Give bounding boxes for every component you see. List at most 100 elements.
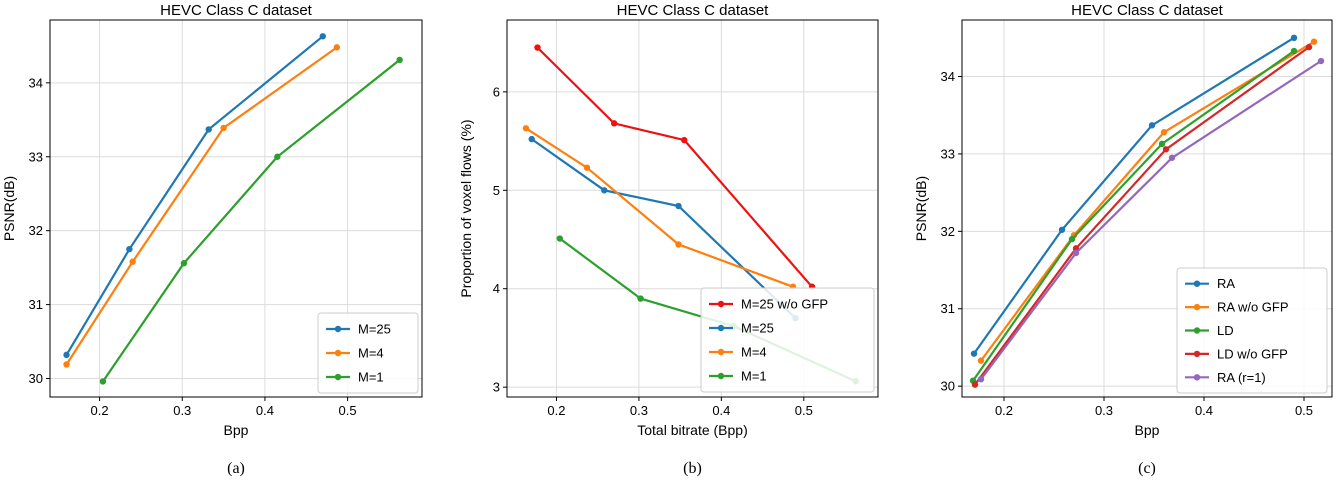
data-point <box>675 202 682 210</box>
data-point <box>1162 146 1170 153</box>
data-point <box>99 378 107 385</box>
x-axis-label: Total bitrate (Bpp) <box>637 422 748 438</box>
y-tick-label: 4 <box>493 281 500 296</box>
x-tick-label: 0.3 <box>630 403 648 418</box>
data-point <box>556 235 563 242</box>
legend: M=25 M=4 M=1 <box>317 312 419 394</box>
legend-label: M=1 <box>741 369 767 384</box>
series-1-1 <box>63 33 326 359</box>
data-point <box>971 381 979 388</box>
x-tick-label: 0.4 <box>256 403 274 418</box>
data-point <box>977 375 985 383</box>
chart-title: HEVC Class C dataset <box>160 2 313 19</box>
data-point <box>637 295 644 302</box>
data-point <box>970 350 978 357</box>
legend-swatch-marker <box>1193 350 1201 358</box>
series-3-2 <box>977 38 1318 364</box>
data-point <box>274 153 281 160</box>
data-point <box>1148 122 1156 129</box>
y-tick-label: 34 <box>29 75 43 90</box>
series-line <box>101 59 401 383</box>
series-line <box>536 46 813 288</box>
x-tick-label: 0.2 <box>995 403 1013 418</box>
plot-frame <box>961 19 1333 398</box>
y-tick-label: 31 <box>941 301 955 316</box>
legend-item: RA w/o GFP <box>1185 300 1289 315</box>
data-point <box>126 245 133 253</box>
data-point <box>1058 226 1066 233</box>
x-tick-label: 0.5 <box>795 403 813 418</box>
x-axis-label: Bpp <box>224 422 249 438</box>
chart-panel-3: 0.2 0.3 0.4 0.5 30 31 32 33 34 HEVC Class C datas… <box>913 2 1333 477</box>
legend: RA RA w/o GFP LD LD w/o GFP RA (r=1) <box>1176 267 1328 394</box>
plot-frame <box>49 19 423 398</box>
y-tick-label: 5 <box>493 183 500 198</box>
y-tick-label: 33 <box>29 149 43 164</box>
data-point <box>1168 154 1176 161</box>
data-point <box>528 135 535 143</box>
series-line <box>972 50 1295 382</box>
series-line <box>65 35 324 356</box>
legend-swatch-marker <box>717 348 725 356</box>
x-axis-label: Bpp <box>1135 422 1160 438</box>
legend-swatch-marker <box>1193 374 1201 381</box>
data-point <box>675 241 682 248</box>
y-axis-label: PSNR(dB) <box>1 176 17 241</box>
series-line <box>980 60 1322 380</box>
series-line <box>65 46 338 366</box>
legend-item: M=4 <box>326 346 384 361</box>
data-point <box>1158 140 1166 148</box>
data-point <box>601 187 608 194</box>
data-point <box>1305 43 1313 51</box>
x-tick-label: 0.5 <box>339 403 357 418</box>
legend-item: RA (r=1) <box>1185 370 1266 385</box>
data-point <box>1310 38 1318 45</box>
series-line <box>525 127 794 288</box>
data-point <box>1072 249 1080 257</box>
legend-swatch-marker <box>717 372 725 380</box>
legend: M=25 w/o GFP M=25 M=4 M=1 <box>700 287 875 393</box>
data-point <box>396 56 403 64</box>
data-point <box>129 258 136 265</box>
legend-item: LD <box>1185 323 1234 338</box>
data-point <box>522 125 530 132</box>
series-line <box>531 138 797 320</box>
series-line <box>980 40 1315 362</box>
data-point <box>63 351 70 359</box>
legend-swatch-marker <box>334 349 342 357</box>
panel-caption: (a) <box>227 460 245 477</box>
y-tick-label: 30 <box>29 371 43 386</box>
series-line <box>973 36 1295 355</box>
legend-label: LD <box>1217 323 1234 338</box>
legend-item: M=1 <box>709 369 767 384</box>
data-point <box>610 120 618 127</box>
legend-label: LD w/o GFP <box>1217 346 1288 361</box>
plot-frame <box>506 19 879 398</box>
data-point <box>583 164 591 171</box>
data-point <box>534 44 541 51</box>
y-tick-label: 33 <box>941 146 955 161</box>
legend-label: RA <box>1217 276 1235 291</box>
data-point <box>681 136 688 144</box>
series-3-5 <box>977 57 1325 383</box>
legend-item: RA <box>1185 276 1235 291</box>
legend-swatch-marker <box>1193 327 1201 334</box>
data-point <box>1317 57 1325 65</box>
data-point <box>63 361 70 368</box>
legend-label: M=25 w/o GFP <box>741 297 828 312</box>
legend-swatch-marker <box>1193 303 1201 311</box>
legend-item: M=4 <box>709 345 767 360</box>
panel-caption: (b) <box>683 460 702 477</box>
series-2-3 <box>522 125 797 290</box>
legend-label: M=1 <box>358 370 384 385</box>
y-tick-label: 3 <box>493 380 500 395</box>
data-point <box>333 44 341 51</box>
y-tick-label: 6 <box>493 84 500 99</box>
x-tick-label: 0.3 <box>173 403 191 418</box>
panel-caption: (c) <box>1138 460 1156 477</box>
legend-item: M=1 <box>326 370 384 385</box>
legend-box <box>700 287 875 393</box>
legend-swatch-marker <box>334 373 342 381</box>
legend-item: LD w/o GFP <box>1185 346 1288 361</box>
legend-label: RA (r=1) <box>1217 370 1266 385</box>
